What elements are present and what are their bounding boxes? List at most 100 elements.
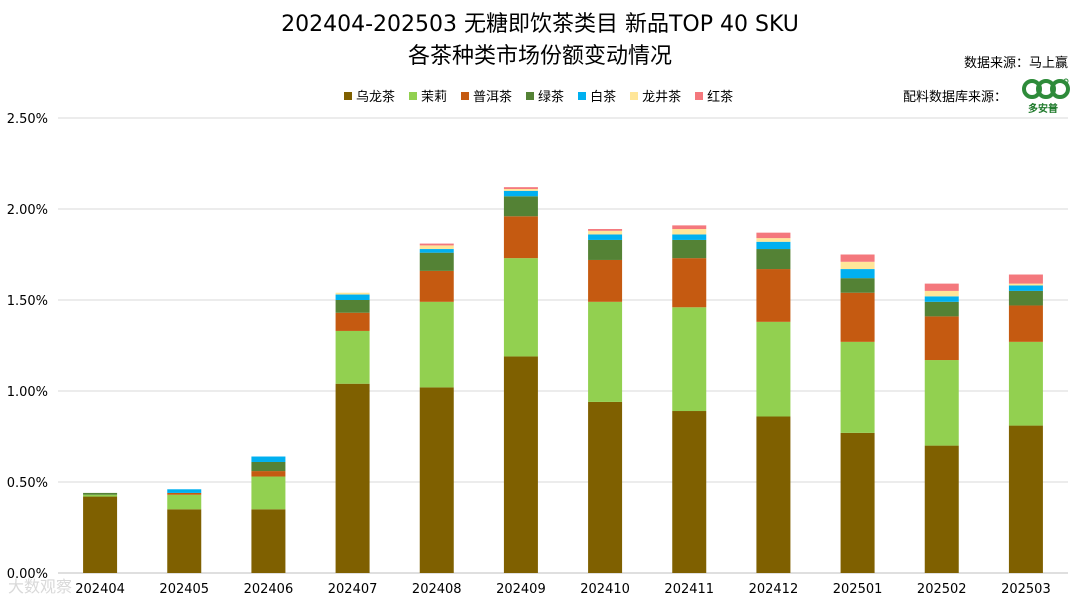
- bar-segment: [167, 489, 202, 493]
- y-tick-label: 1.00%: [7, 385, 48, 400]
- bar-segment: [335, 312, 370, 331]
- x-tick-label: 202411: [664, 582, 714, 597]
- bar-segment: [924, 296, 959, 302]
- y-tick-label: 1.50%: [7, 294, 48, 309]
- bar-segment: [756, 238, 791, 242]
- legend-label: 白茶: [590, 90, 617, 105]
- legend-item: 白茶: [578, 86, 616, 105]
- bar-segment: [335, 383, 370, 573]
- legend-swatch: [344, 91, 352, 100]
- chart-title-line2: 各茶种类市场份额变动情况: [407, 44, 672, 69]
- bar-segment: [335, 294, 370, 300]
- chart-legend: 乌龙茶 茉莉 普洱茶 绿茶 白茶 龙井茶 红茶: [344, 86, 733, 105]
- bar-segment: [83, 496, 118, 573]
- bar-segment: [1008, 274, 1043, 284]
- x-tick-label: 202405: [159, 582, 209, 597]
- bar-segment: [924, 283, 959, 291]
- legend-label: 绿茶: [538, 90, 565, 105]
- watermark: 大数观察: [8, 577, 73, 596]
- legend-swatch: [578, 91, 587, 100]
- bar-segment: [840, 292, 875, 342]
- bar-segment: [419, 252, 454, 271]
- bar-segment: [756, 232, 791, 239]
- legend-item: 茉莉: [409, 86, 447, 105]
- bar-segment: [672, 307, 707, 412]
- legend-swatch: [526, 91, 535, 100]
- brand-logo-text: 多安普: [1028, 104, 1058, 115]
- x-tick-label: 202409: [496, 582, 546, 597]
- bar-segment: [840, 278, 875, 293]
- x-tick-label: 202404: [75, 582, 125, 597]
- y-tick-label: 0.50%: [7, 476, 48, 491]
- legend-label: 红茶: [707, 90, 734, 105]
- legend-swatch: [461, 91, 470, 100]
- bar-segment: [167, 509, 202, 573]
- x-tick-label: 202501: [833, 582, 883, 597]
- bar-segment: [756, 241, 791, 250]
- x-tick-label: 202502: [917, 582, 967, 597]
- bar-segment: [503, 190, 538, 197]
- bar-segment: [924, 360, 959, 446]
- bar-segment: [840, 261, 875, 270]
- bar-segment: [1008, 285, 1043, 291]
- bar-segment: [419, 270, 454, 302]
- bar-segment: [167, 492, 202, 495]
- bar-segment: [83, 492, 118, 495]
- bar-segment: [588, 230, 623, 235]
- bar-segment: [588, 301, 623, 402]
- bar-segment: [503, 196, 538, 217]
- bar-segment: [588, 259, 623, 302]
- legend-item: 普洱茶: [461, 86, 512, 105]
- bar-segment: [756, 321, 791, 417]
- bar-segment: [672, 239, 707, 259]
- legend-swatch: [409, 91, 418, 100]
- x-tick-label: 202408: [412, 582, 462, 597]
- chart-title-line1: 202404-202503 无糖即饮茶类目 新品TOP 40 SKU: [281, 12, 799, 37]
- bar-segment: [251, 509, 286, 573]
- bar-segment: [335, 292, 370, 295]
- bar-segment: [924, 316, 959, 361]
- bar-segment: [503, 188, 538, 191]
- bar-segment: [588, 401, 623, 573]
- bar-segment: [419, 245, 454, 250]
- y-tick-label: 0.00%: [7, 567, 48, 582]
- bar-segment: [924, 301, 959, 317]
- bar-segment: [588, 239, 623, 260]
- bar-segment: [503, 258, 538, 357]
- bar-segment: [1008, 425, 1043, 573]
- bar-segment: [251, 476, 286, 510]
- bar-segment: [503, 356, 538, 573]
- y-tick-label: 2.00%: [7, 203, 48, 218]
- data-source-label: 数据来源：马上赢: [963, 56, 1068, 71]
- bar-segment: [672, 229, 707, 235]
- brand-logo-icon: [1022, 78, 1070, 99]
- legend-label: 龙井茶: [642, 90, 682, 105]
- bar-segment: [1008, 341, 1043, 426]
- bar-segment: [83, 494, 118, 497]
- bar-segment: [251, 471, 286, 477]
- bar-segment: [419, 301, 454, 388]
- x-tick-label: 202407: [328, 582, 378, 597]
- bar-segment: [672, 234, 707, 240]
- legend-item: 红茶: [695, 86, 733, 105]
- bar-segment: [503, 216, 538, 259]
- legend-item: 绿茶: [526, 86, 564, 105]
- bar-segment: [840, 269, 875, 279]
- bar-segment: [756, 269, 791, 322]
- x-tick-label: 202410: [580, 582, 630, 597]
- bar-segment: [756, 249, 791, 270]
- legend-label: 茉莉: [421, 90, 448, 105]
- legend-item: 乌龙茶: [344, 86, 395, 105]
- bar-segment: [924, 290, 959, 297]
- x-tick-label: 202406: [244, 582, 294, 597]
- ingredient-source-label: 配料数据库来源：: [903, 90, 1008, 105]
- legend-swatch: [630, 91, 639, 100]
- bar-segment: [167, 494, 202, 510]
- bar-segment: [672, 225, 707, 230]
- bar-segment: [588, 229, 623, 231]
- bar-segment: [419, 387, 454, 573]
- bar-segment: [419, 243, 454, 246]
- x-tick-label: 202503: [1001, 582, 1051, 597]
- bar-segment: [419, 249, 454, 253]
